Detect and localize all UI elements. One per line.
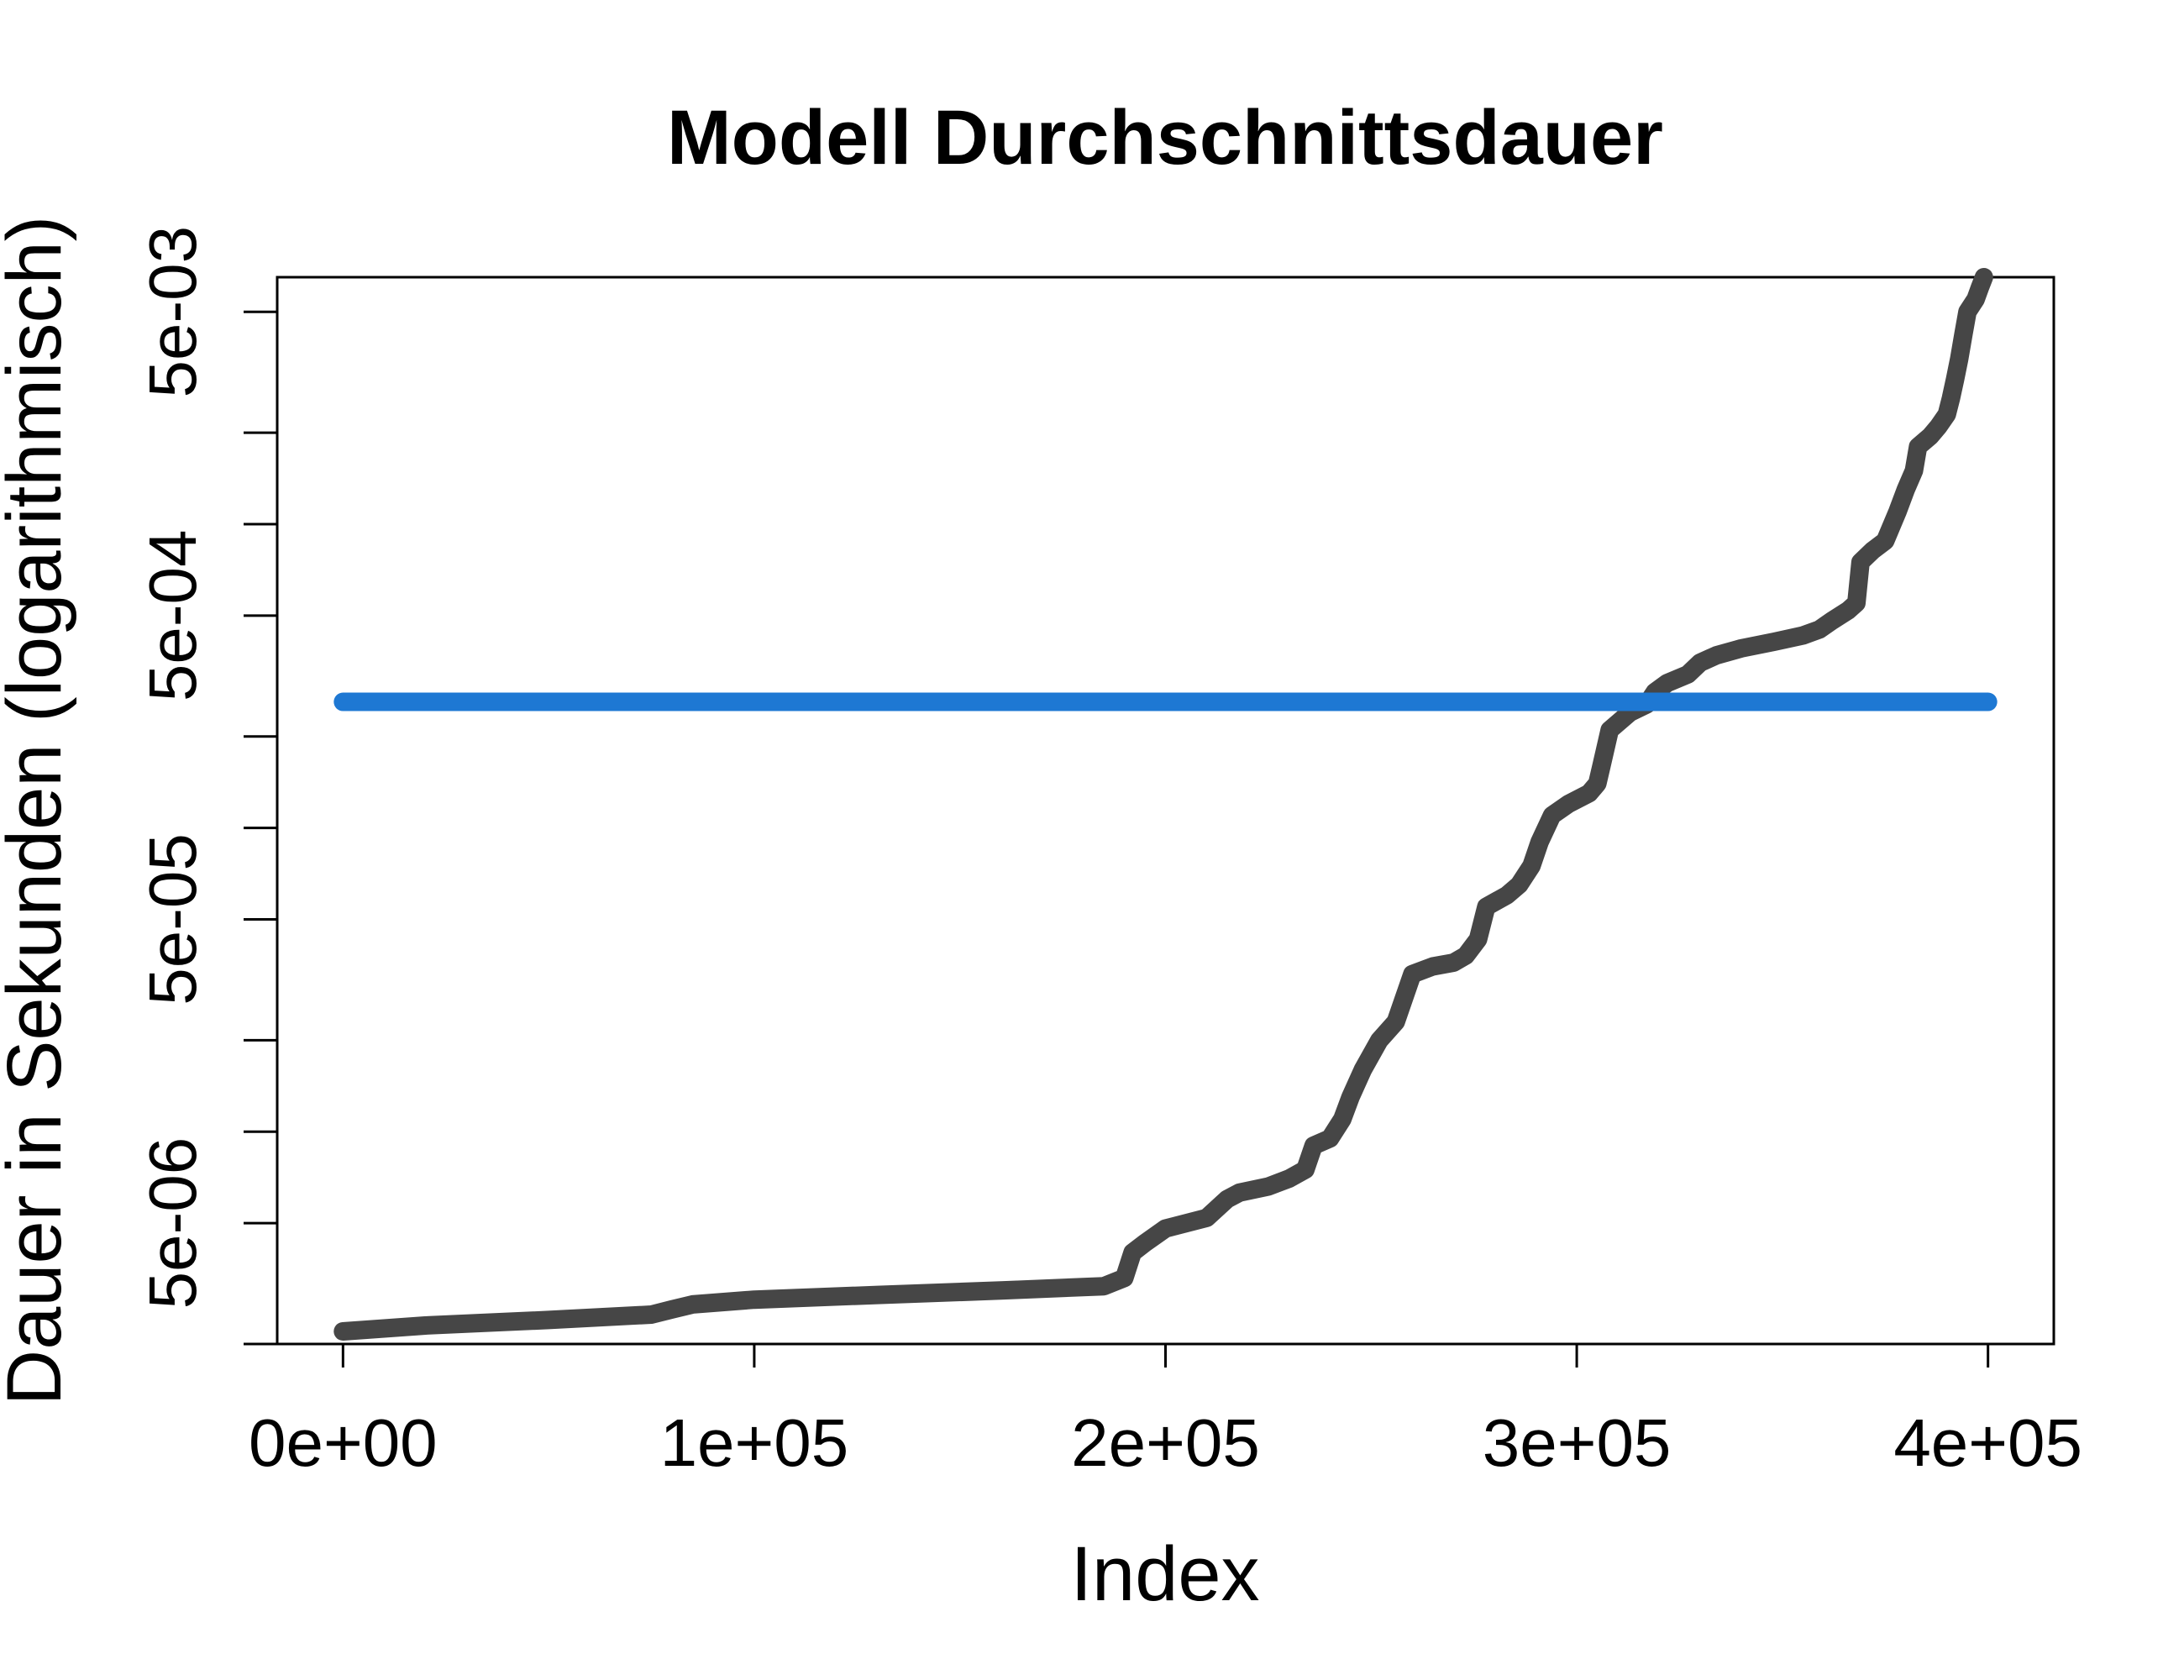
series-layer	[333, 268, 1998, 1341]
y-tick-label: 5e-06	[135, 1137, 210, 1310]
x-tick-label: 1e+05	[660, 1405, 849, 1480]
plot-frame	[276, 276, 2055, 1346]
sorted-duration-line	[333, 268, 1993, 1341]
y-tick-label: 5e-04	[135, 530, 210, 702]
x-tick-label: 2e+05	[1071, 1405, 1260, 1480]
x-tick-label: 4e+05	[1893, 1405, 2082, 1480]
x-axis: 0e+00 1e+05 2e+05 3e+05 4e+05	[249, 1342, 2082, 1480]
x-axis-label: Index	[1070, 1531, 1259, 1617]
y-axis-label: Dauer in Sekunden (logarithmisch)	[0, 216, 77, 1405]
chart-title: Modell Durchschnittsdauer	[667, 95, 1663, 181]
y-tick-label: 5e-05	[135, 833, 210, 1005]
x-tick-label: 0e+00	[249, 1405, 438, 1480]
x-tick-label: 3e+05	[1483, 1405, 1672, 1480]
y-tick-label: 5e-03	[135, 226, 210, 398]
y-axis: 5e-06 5e-05 5e-04 5e-03	[135, 226, 279, 1346]
